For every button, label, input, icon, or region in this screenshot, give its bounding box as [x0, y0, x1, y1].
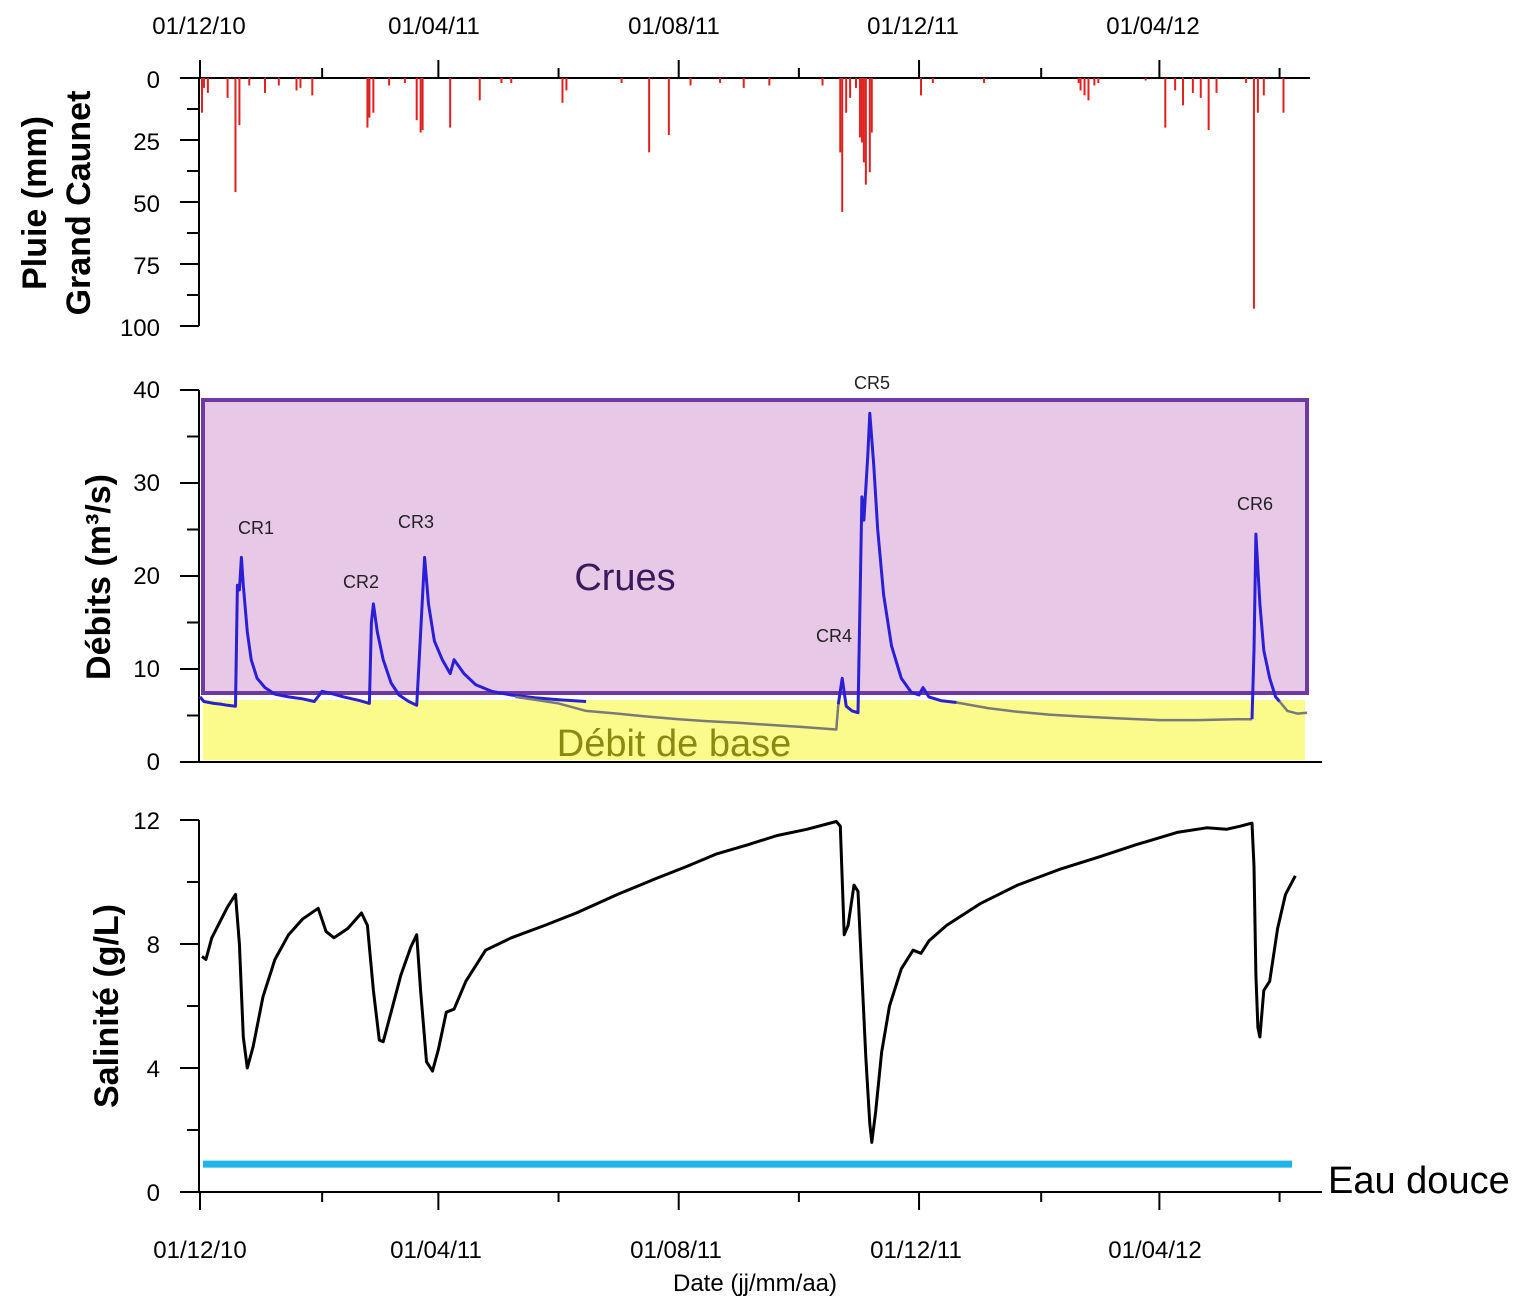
salinity-series	[201, 820, 1297, 1144]
flow-line	[1250, 532, 1281, 720]
rain-panel: 01/12/10 01/04/11 01/08/11 01/12/11 01/0…	[16, 13, 1310, 342]
baseflow-zone-label: Débit de base	[557, 723, 792, 765]
y-tick-label: 30	[133, 470, 160, 497]
y-tick-label: 40	[133, 377, 160, 404]
y-tick-label: 100	[120, 315, 160, 342]
flood-event-label: CR6	[1237, 494, 1273, 514]
rain-axes	[180, 60, 1310, 327]
top-tick-label: 01/08/11	[628, 13, 720, 40]
rain-y-axis-label-line2: Grand Caunet	[60, 91, 98, 316]
y-tick-label: 20	[133, 563, 160, 590]
flood-event-label: CR1	[238, 518, 274, 538]
flood-event-label: CR4	[816, 626, 852, 646]
flood-zone-label: Crues	[574, 557, 675, 599]
rain-bars	[200, 78, 1285, 309]
rain-y-axis-label-line1: Pluie (mm)	[16, 116, 54, 290]
y-tick-label: 75	[133, 253, 160, 280]
flow-series	[198, 411, 1308, 731]
baseflow-line	[1278, 700, 1308, 715]
salinity-x-tick-labels: 01/12/10 01/04/11 01/08/11 01/12/11 01/0…	[153, 1237, 1201, 1264]
top-tick-label: 01/12/10	[152, 13, 245, 40]
flood-event-label: CR5	[854, 373, 890, 393]
x-tick-label: 01/12/11	[870, 1237, 962, 1264]
freshwater-label: Eau douce	[1328, 1160, 1510, 1202]
flood-zone	[201, 398, 1309, 695]
salinity-y-axis-label: Salinité (g/L)	[88, 904, 126, 1108]
y-tick-label: 0	[147, 1180, 160, 1207]
flow-line	[836, 411, 957, 715]
rain-y-tick-labels: 0 25 50 75 100	[120, 67, 160, 342]
flow-panel: Crues Débit de base CR1 CR2 CR3 CR4 CR5 …	[80, 373, 1322, 776]
flow-y-axis-label: Débits (m³/s)	[80, 474, 118, 680]
y-tick-label: 25	[133, 129, 160, 156]
x-tick-label: 01/12/10	[153, 1237, 246, 1264]
top-tick-label: 01/04/12	[1106, 13, 1199, 40]
baseflow-zone	[203, 700, 1305, 760]
y-tick-label: 10	[133, 656, 160, 683]
y-tick-label: 12	[133, 808, 160, 835]
top-tick-label: 01/04/11	[388, 13, 480, 40]
y-tick-label: 8	[147, 932, 160, 959]
flood-event-labels: CR1 CR2 CR3 CR4 CR5 CR6	[238, 373, 1273, 646]
y-tick-label: 0	[147, 749, 160, 776]
flood-event-label: CR2	[343, 572, 379, 592]
x-tick-label: 01/04/11	[390, 1237, 482, 1264]
y-tick-label: 0	[147, 67, 160, 94]
flood-event-label: CR3	[398, 512, 434, 532]
x-tick-label: 01/08/11	[630, 1237, 722, 1264]
salinity-y-tick-labels: 0 4 8 12	[133, 808, 160, 1207]
y-tick-label: 4	[147, 1056, 160, 1083]
x-tick-label: 01/04/12	[1108, 1237, 1201, 1264]
rain-top-tick-labels: 01/12/10 01/04/11 01/08/11 01/12/11 01/0…	[152, 13, 1199, 40]
y-tick-label: 50	[133, 191, 160, 218]
salinity-line	[201, 820, 1297, 1144]
flow-line	[198, 555, 587, 708]
salinity-axes	[180, 819, 1322, 1210]
salinity-panel: Eau douce 0 4 8 12 01/12/10 01/04/11 01/…	[88, 808, 1510, 1297]
top-tick-label: 01/12/11	[867, 13, 959, 40]
flow-axes	[180, 389, 1322, 763]
x-axis-label: Date (jj/mm/aa)	[673, 1270, 837, 1297]
flow-y-tick-labels: 0 10 20 30 40	[133, 377, 160, 776]
baseflow-line	[515, 695, 840, 731]
baseflow-line	[956, 701, 1252, 722]
